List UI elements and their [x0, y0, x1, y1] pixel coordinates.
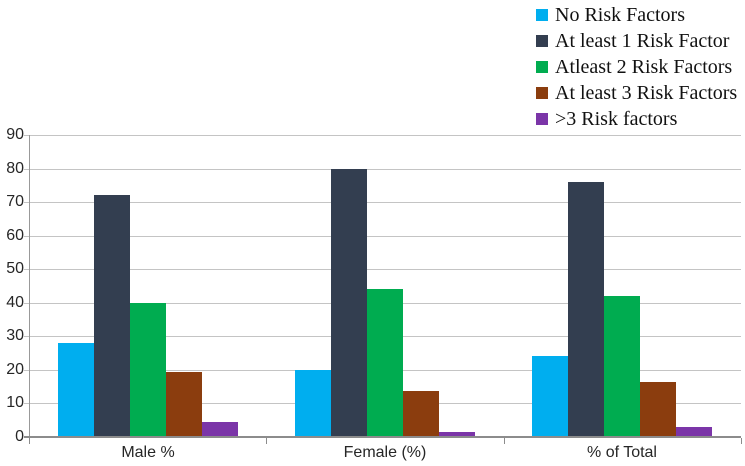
- x-axis-category-label: % of Total: [587, 444, 657, 461]
- bar: [130, 303, 166, 437]
- legend: No Risk Factors At least 1 Risk Factor Atl…: [536, 2, 737, 132]
- legend-label: No Risk Factors: [555, 3, 685, 26]
- legend-label: At least 3 Risk Factors: [555, 81, 738, 104]
- gridline: [24, 269, 741, 270]
- bar: [94, 195, 130, 437]
- bar: [403, 391, 439, 437]
- y-axis-tick-label: 50: [6, 260, 24, 277]
- legend-swatch: [536, 61, 548, 73]
- legend-swatch: [536, 113, 548, 125]
- legend-label: Atleast 2 Risk Factors: [555, 55, 733, 78]
- y-axis-tick-label: 30: [6, 327, 24, 344]
- y-axis-tick-label: 20: [6, 361, 24, 378]
- y-axis-tick-label: 60: [6, 227, 24, 244]
- legend-item: Atleast 2 Risk Factors: [536, 54, 737, 80]
- x-axis-category-label: Male %: [121, 444, 175, 461]
- bar: [331, 169, 367, 437]
- bar: [439, 432, 475, 437]
- legend-item: At least 1 Risk Factor: [536, 28, 737, 54]
- x-axis-tick: [29, 438, 30, 444]
- bar: [676, 427, 712, 437]
- bar: [640, 382, 676, 437]
- y-axis-tick-label: 70: [6, 193, 24, 210]
- gridline: [24, 236, 741, 237]
- y-axis-tick-label: 0: [15, 428, 24, 445]
- gridline: [24, 202, 741, 203]
- legend-swatch: [536, 9, 548, 21]
- legend-label: >3 Risk factors: [555, 107, 678, 130]
- bar: [367, 289, 403, 437]
- y-axis-tick-label: 90: [6, 126, 24, 143]
- bar: [568, 182, 604, 437]
- legend-item: No Risk Factors: [536, 2, 737, 28]
- x-axis-tick: [741, 438, 742, 444]
- bar: [295, 370, 331, 437]
- gridline: [24, 135, 741, 136]
- legend-item: >3 Risk factors: [536, 106, 737, 132]
- legend-label: At least 1 Risk Factor: [555, 29, 730, 52]
- bar: [604, 296, 640, 437]
- gridline: [24, 169, 741, 170]
- bar: [532, 356, 568, 437]
- bar: [202, 422, 238, 437]
- x-axis-line: [24, 436, 741, 438]
- bar: [58, 343, 94, 437]
- y-axis-tick-label: 40: [6, 294, 24, 311]
- bar: [166, 372, 202, 437]
- y-axis-tick-label: 10: [6, 394, 24, 411]
- y-axis-line: [29, 135, 30, 437]
- x-axis-category-label: Female (%): [343, 444, 427, 461]
- legend-swatch: [536, 35, 548, 47]
- legend-item: At least 3 Risk Factors: [536, 80, 737, 106]
- y-axis-tick-label: 80: [6, 160, 24, 177]
- x-axis-tick: [266, 438, 267, 444]
- x-axis-tick: [504, 438, 505, 444]
- legend-swatch: [536, 87, 548, 99]
